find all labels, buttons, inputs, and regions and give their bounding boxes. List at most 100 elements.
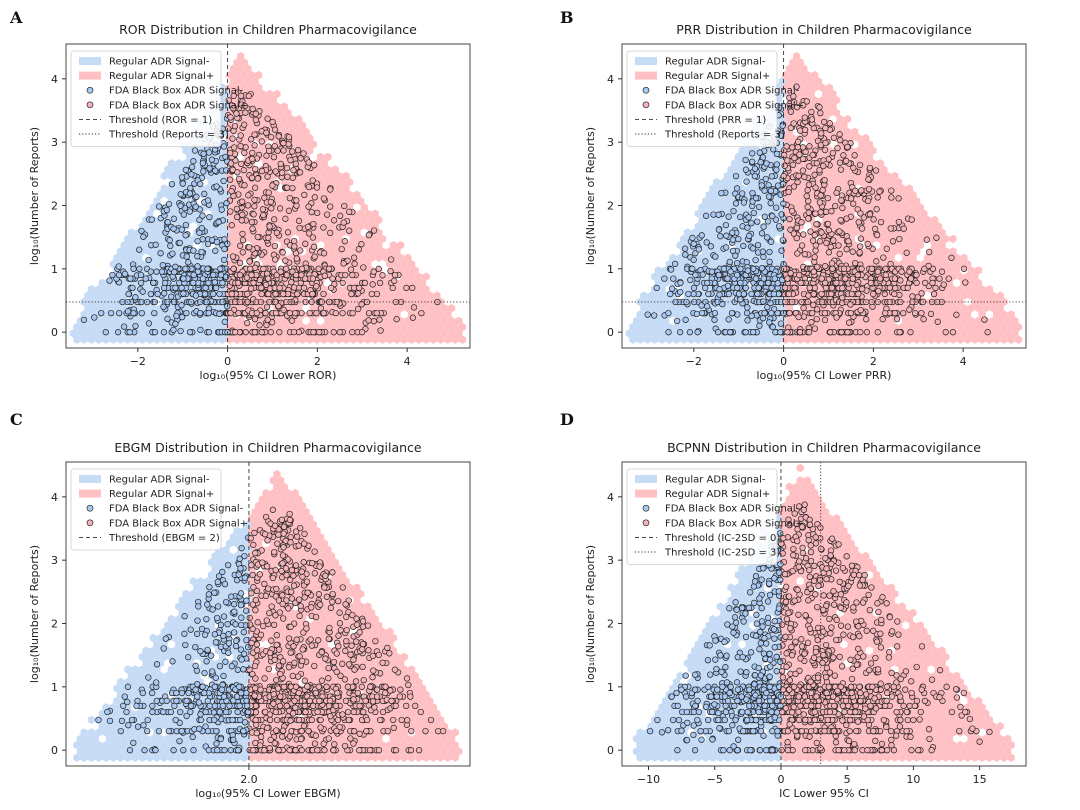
black-box-point-positive — [417, 708, 424, 716]
black-box-point-positive — [301, 540, 308, 547]
black-box-point-positive — [882, 309, 889, 317]
black-box-point-negative — [234, 666, 241, 673]
black-box-point-negative — [668, 285, 676, 292]
black-box-point-positive — [960, 265, 968, 272]
black-box-point-negative — [718, 189, 725, 197]
black-box-point-negative — [117, 727, 124, 735]
black-box-point-negative — [241, 574, 249, 581]
black-box-point-positive — [800, 506, 808, 513]
black-box-point-negative — [148, 689, 156, 697]
black-box-point-positive — [368, 290, 375, 298]
black-box-point-positive — [370, 227, 378, 234]
black-box-point-negative — [230, 697, 237, 704]
black-box-point-positive — [315, 265, 322, 272]
black-box-point-negative — [153, 661, 161, 668]
black-box-point-negative — [229, 716, 236, 724]
black-box-point-positive — [272, 309, 280, 317]
black-box-point-negative — [767, 187, 775, 194]
black-box-point-negative — [210, 290, 217, 298]
black-box-point-positive — [874, 268, 882, 275]
black-box-point-negative — [743, 178, 750, 185]
black-box-point-positive — [855, 290, 862, 298]
black-box-point-positive — [896, 291, 903, 299]
black-box-point-positive — [347, 735, 354, 742]
black-box-point-positive — [330, 658, 338, 666]
black-box-point-positive — [273, 632, 280, 639]
black-box-point-negative — [183, 697, 190, 705]
black-box-point-negative — [735, 235, 742, 243]
black-box-point-positive — [827, 329, 834, 336]
black-box-point-positive — [391, 271, 399, 279]
black-box-point-positive — [349, 309, 356, 317]
black-box-point-negative — [127, 275, 134, 282]
black-box-point-positive — [816, 238, 824, 245]
black-box-point-negative — [212, 639, 220, 646]
black-box-point-positive — [331, 741, 338, 748]
x-axis-label: log₁₀(95% CI Lower EBGM) — [195, 787, 340, 800]
black-box-point-positive — [840, 631, 847, 638]
black-box-point-positive — [794, 250, 801, 257]
black-box-point-positive — [287, 717, 294, 724]
black-box-point-positive — [292, 683, 300, 690]
black-box-point-positive — [834, 144, 841, 152]
black-box-point-positive — [962, 708, 969, 716]
black-box-point-positive — [290, 643, 297, 650]
black-box-point-positive — [230, 104, 237, 112]
black-box-point-negative — [667, 266, 675, 273]
black-box-point-positive — [354, 290, 362, 297]
black-box-point-negative — [732, 252, 739, 259]
black-box-point-negative — [749, 189, 756, 197]
black-box-point-negative — [160, 303, 167, 310]
black-box-point-negative — [677, 279, 684, 287]
x-tick-label: 4 — [404, 355, 411, 368]
black-box-point-positive — [339, 660, 346, 667]
black-box-point-positive — [876, 188, 883, 195]
black-box-point-positive — [896, 235, 903, 243]
black-box-point-positive — [786, 215, 793, 223]
black-box-point-positive — [843, 246, 850, 253]
black-box-point-positive — [398, 716, 405, 724]
black-box-point-positive — [916, 716, 923, 723]
black-box-point-positive — [332, 309, 339, 317]
black-box-point-negative — [106, 717, 114, 725]
black-box-point-positive — [791, 597, 798, 604]
black-box-point-positive — [422, 727, 429, 735]
black-box-point-positive — [891, 275, 899, 282]
black-box-point-positive — [247, 265, 254, 272]
black-box-point-positive — [292, 528, 300, 535]
black-box-point-negative — [183, 712, 190, 720]
black-box-point-negative — [206, 584, 213, 591]
black-box-point-positive — [851, 152, 858, 159]
legend-swatch — [79, 475, 101, 483]
black-box-point-positive — [279, 552, 287, 559]
black-box-point-positive — [280, 544, 287, 551]
black-box-point-positive — [314, 209, 321, 217]
black-box-point-positive — [781, 265, 788, 272]
black-box-point-negative — [220, 143, 228, 150]
black-box-point-positive — [410, 304, 418, 311]
black-box-point-positive — [273, 229, 280, 236]
black-box-point-positive — [289, 174, 296, 181]
black-box-point-negative — [236, 683, 243, 690]
black-box-point-positive — [282, 565, 290, 572]
black-box-point-positive — [241, 102, 248, 110]
black-box-point-negative — [667, 290, 674, 298]
black-box-point-positive — [276, 284, 283, 292]
black-box-point-negative — [165, 727, 172, 735]
black-box-point-positive — [888, 194, 895, 201]
black-box-point-negative — [133, 702, 140, 710]
black-box-point-positive — [922, 279, 929, 287]
black-box-point-negative — [236, 702, 243, 710]
black-box-point-negative — [670, 275, 677, 282]
black-box-point-negative — [721, 693, 729, 700]
black-box-point-negative — [201, 631, 209, 638]
black-box-point-positive — [304, 683, 311, 690]
black-box-point-positive — [265, 290, 272, 298]
black-box-point-positive — [275, 662, 283, 669]
black-box-point-positive — [810, 290, 817, 298]
black-box-point-positive — [373, 693, 381, 700]
black-box-point-negative — [197, 711, 204, 718]
black-box-point-negative — [715, 211, 722, 218]
black-box-point-positive — [292, 562, 300, 569]
